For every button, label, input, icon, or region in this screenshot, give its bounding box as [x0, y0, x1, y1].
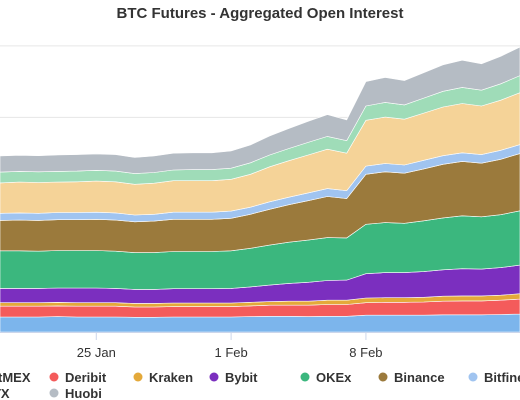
legend-item-deribit[interactable]: Deribit: [65, 370, 107, 385]
legend-marker[interactable]: [209, 372, 219, 382]
legend-item-bybit[interactable]: Bybit: [225, 370, 258, 385]
legend-marker[interactable]: [133, 372, 143, 382]
legend-marker[interactable]: [468, 372, 478, 382]
legend-item-binance[interactable]: Binance: [394, 370, 445, 385]
legend-item-huobi[interactable]: Huobi: [65, 386, 102, 400]
legend-marker[interactable]: [49, 388, 59, 398]
legend-item-kraken[interactable]: Kraken: [149, 370, 193, 385]
legend-item-okex[interactable]: OKEx: [316, 370, 352, 385]
legend-item-bitfinex[interactable]: Bitfinex: [484, 370, 520, 385]
legend-item-bitmex[interactable]: BitMEX: [0, 370, 31, 385]
x-tick-label: 25 Jan: [77, 345, 116, 360]
x-tick-label: 1 Feb: [214, 345, 247, 360]
series-areas: [0, 46, 520, 333]
legend: BitMEX Deribit Kraken Bybit OKEx Binance Bitfi…: [0, 370, 520, 400]
legend-marker[interactable]: [49, 372, 59, 382]
legend-marker[interactable]: [378, 372, 388, 382]
legend-item-ftx[interactable]: FTX: [0, 386, 10, 400]
x-tick-label: 8 Feb: [349, 345, 382, 360]
series-area-huobi: [0, 46, 520, 174]
x-axis: 25 Jan 1 Feb 8 Feb: [0, 332, 520, 360]
chart-title: BTC Futures - Aggregated Open Interest: [117, 5, 404, 22]
legend-marker[interactable]: [300, 372, 310, 382]
